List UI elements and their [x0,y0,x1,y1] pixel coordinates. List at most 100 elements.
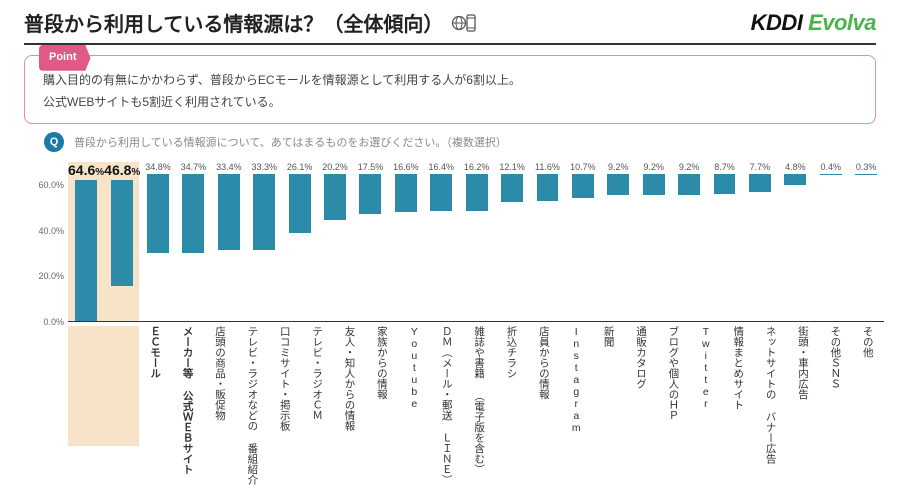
question-text: 普段から利用している情報源について、あてはまるものをお選びください。（複数選択） [74,134,507,150]
bar [395,174,417,212]
x-category-label: Youtube [408,326,420,410]
x-category-label: 情報まとめサイト [732,326,744,410]
bar [324,174,346,220]
point-line-2: 公式WEBサイトも5割近く利用されている。 [43,92,857,114]
x-category-label: ブログや個人のＨＰ [667,326,679,421]
bar-column: 12.1% [494,162,529,321]
bar [749,174,771,191]
bar-value-label: 33.4% [216,162,242,172]
y-tick: 60.0% [38,180,64,190]
page-title: 普段から利用している情報源は？（全体傾向） [24,8,443,37]
bar-value-label: 0.4% [820,162,841,172]
bar-column: 16.6% [388,162,423,321]
bar [147,174,169,253]
x-category-label: ＤＭ︵メール・郵送 ＬＩＮＥ︶ [441,326,453,485]
bar-value-label: 17.5% [358,162,384,172]
bar-value-label: 33.3% [251,162,277,172]
bar-column: 10.7% [565,162,600,321]
bar-column: 17.5% [353,162,388,321]
bar [501,174,523,201]
bar-column: 11.6% [530,162,565,321]
bar [218,174,240,250]
bar [714,174,736,194]
bar-column: 33.4% [211,162,246,321]
x-category-label: 街頭・車内広告 [797,326,809,400]
question-badge: Q [44,132,64,152]
bar-column: 7.7% [742,162,777,321]
bar [607,174,629,195]
x-category-label: 家族からの情報 [376,326,388,400]
y-tick: 20.0% [38,271,64,281]
bar-value-label: 26.1% [287,162,313,172]
bar-value-label: 16.2% [464,162,490,172]
bar-column: 9.2% [601,162,636,321]
bar [784,174,806,185]
bar-value-label: 16.6% [393,162,419,172]
bar-column: 16.2% [459,162,494,321]
bar-value-label: 0.3% [856,162,877,172]
bar-column: 16.4% [424,162,459,321]
bar [678,174,700,195]
bar-value-label: 11.6% [535,162,560,172]
bar-value-label: 34.7% [181,162,207,172]
y-tick: 40.0% [38,226,64,236]
bar-column: 0.3% [848,162,883,321]
bar-column: 4.8% [778,162,813,321]
kddi-evolva-logo: KDDI Evolva [751,10,876,36]
bar-column: 34.8% [140,162,175,321]
x-category-label: 友人・知人からの情報 [343,326,355,431]
bar-value-label: 9.2% [643,162,664,172]
x-category-label: 折込チラシ [505,326,517,379]
bar-value-label: 12.1% [499,162,525,172]
bar-column: 20.2% [317,162,352,321]
x-category-label: 口コミサイト・掲示板 [279,326,291,431]
globe-phone-icon [451,12,477,34]
bar-column: 0.4% [813,162,848,321]
bar [253,174,275,250]
bar-value-label: 4.8% [785,162,806,172]
bar-column: 33.3% [247,162,282,321]
point-line-1: 購入目的の有無にかかわらず、普段からECモールを情報源として利用する人が6割以上… [43,70,857,92]
y-tick: 0.0% [43,317,64,327]
x-category-label: Instagram [570,326,582,434]
x-category-label: 店員からの情報 [538,326,550,400]
bar [111,180,133,286]
header-rule [24,43,876,45]
x-category-label: メーカー等 公式ＷＥＢサイト [182,326,194,475]
x-category-label: 雑誌や書籍 ︵電子版を含む︶ [473,326,485,475]
x-category-label: ネットサイトの バナー広告 [765,326,777,464]
x-category-label: その他ＳＮＳ [829,326,841,389]
bar [572,174,594,198]
x-category-label: その他 [862,326,874,358]
x-category-label: 店頭の商品・販促物 [214,326,226,421]
bar-value-label: 46.8% [104,162,140,178]
bar [289,174,311,233]
bar-column: 9.2% [671,162,706,321]
x-category-label: 新聞 [603,326,615,347]
bar [855,174,877,175]
bar [430,174,452,211]
bar [182,174,204,253]
bar-chart: 0.0% 20.0% 40.0% 60.0% 64.6%46.8% 34.8% 34.7%… [24,156,890,446]
bar [75,180,97,321]
bar-value-label: 8.7% [714,162,735,172]
bar [820,174,842,175]
bar-value-label: 64.6% [68,162,104,178]
bar-column: 64.6% [68,162,104,321]
bar-value-label: 9.2% [608,162,629,172]
bar-value-label: 7.7% [750,162,771,172]
x-category-label: 通販カタログ [635,326,647,389]
bar [359,174,381,214]
bar-value-label: 34.8% [145,162,171,172]
x-category-label: ＥＣモール [149,326,161,379]
bar [643,174,665,195]
point-callout: Point 購入目的の有無にかかわらず、普段からECモールを情報源として利用する… [24,55,876,124]
x-category-label: Twitter [700,326,712,410]
x-category-label: テレビ・ラジオＣＭ [311,326,323,421]
bar-column: 34.7% [176,162,211,321]
bar [537,174,559,200]
bar [466,174,488,211]
bar-column: 46.8% [104,162,140,321]
x-category-label: テレビ・ラジオなどの 番組紹介 [246,326,258,485]
point-tag: Point [39,45,91,71]
